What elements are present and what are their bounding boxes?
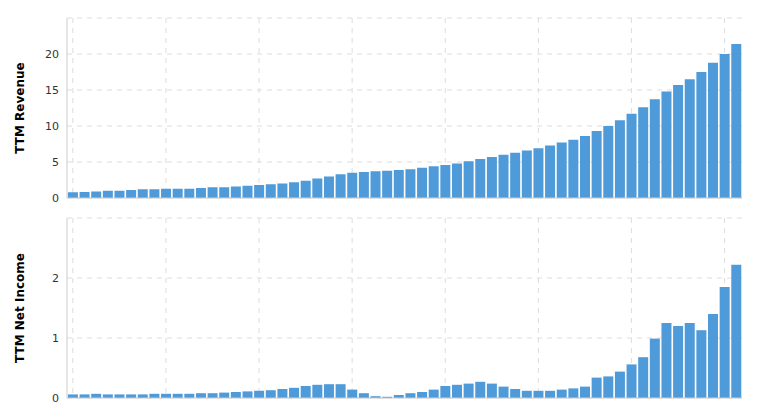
svg-text:TTM Net Income: TTM Net Income [13, 253, 27, 363]
svg-text:0: 0 [52, 392, 59, 405]
svg-text:5: 5 [52, 156, 59, 169]
svg-text:1: 1 [52, 332, 59, 345]
svg-text:20: 20 [45, 48, 59, 61]
svg-text:0: 0 [52, 192, 59, 205]
svg-text:15: 15 [45, 84, 59, 97]
svg-text:10: 10 [45, 120, 59, 133]
svg-text:2: 2 [52, 272, 59, 285]
svg-text:TTM Revenue: TTM Revenue [13, 62, 27, 153]
